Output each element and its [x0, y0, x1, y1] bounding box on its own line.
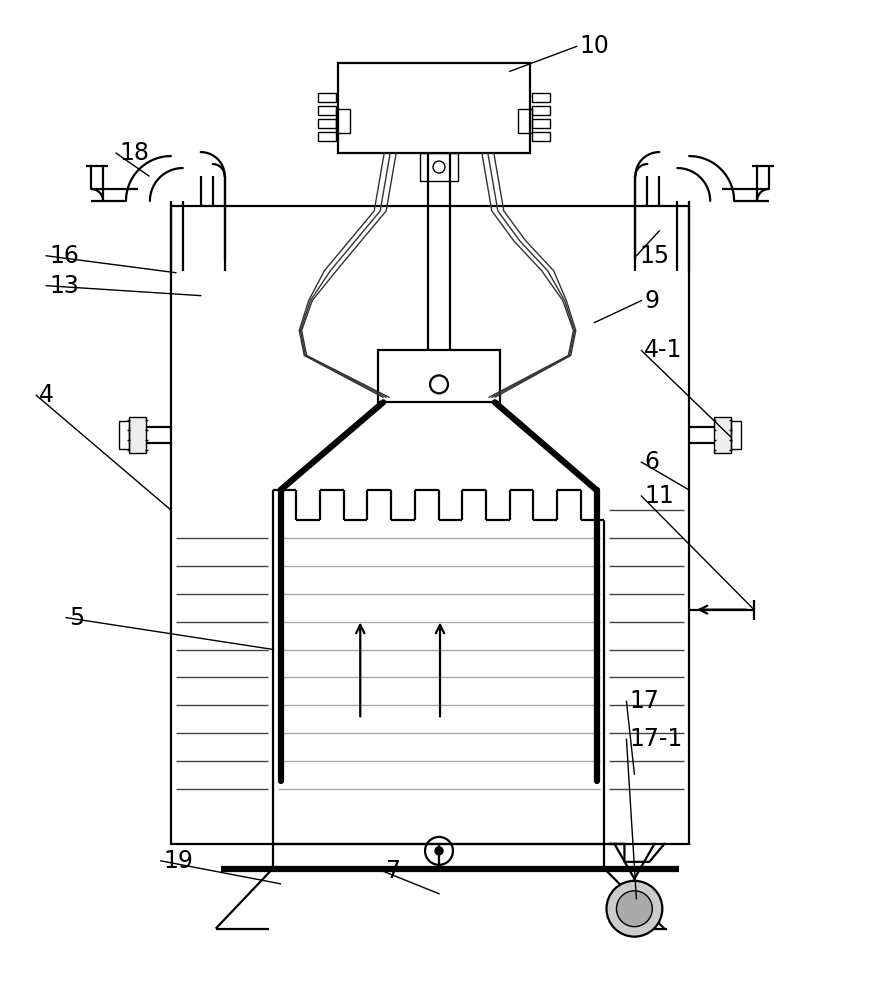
Bar — [714, 417, 731, 453]
Text: 15: 15 — [640, 244, 670, 268]
Text: 19: 19 — [164, 849, 194, 873]
Bar — [318, 93, 337, 102]
Bar — [129, 417, 146, 453]
Bar — [532, 93, 549, 102]
Text: 18: 18 — [119, 141, 149, 165]
Text: 17: 17 — [629, 689, 659, 713]
Text: 17-1: 17-1 — [629, 727, 683, 751]
Text: 4: 4 — [39, 383, 54, 407]
Bar — [420, 153, 458, 181]
Circle shape — [607, 881, 663, 937]
Bar — [532, 132, 549, 141]
Bar — [532, 119, 549, 128]
Bar — [378, 350, 500, 402]
Bar — [171, 206, 689, 844]
Text: 11: 11 — [644, 484, 674, 508]
Bar — [517, 109, 532, 133]
Circle shape — [617, 891, 652, 927]
Text: 16: 16 — [50, 244, 79, 268]
Bar — [337, 109, 350, 133]
Bar — [318, 119, 337, 128]
Text: 5: 5 — [69, 606, 84, 630]
Bar — [318, 132, 337, 141]
Circle shape — [435, 847, 443, 855]
Bar — [532, 106, 549, 115]
Bar — [338, 63, 530, 153]
Bar — [119, 421, 129, 449]
Text: 13: 13 — [50, 274, 79, 298]
Bar — [731, 421, 741, 449]
Text: 6: 6 — [644, 450, 659, 474]
Text: 4-1: 4-1 — [644, 338, 683, 362]
Text: 9: 9 — [644, 289, 659, 313]
Text: 7: 7 — [385, 859, 400, 883]
Bar — [318, 106, 337, 115]
Text: 10: 10 — [579, 34, 610, 58]
